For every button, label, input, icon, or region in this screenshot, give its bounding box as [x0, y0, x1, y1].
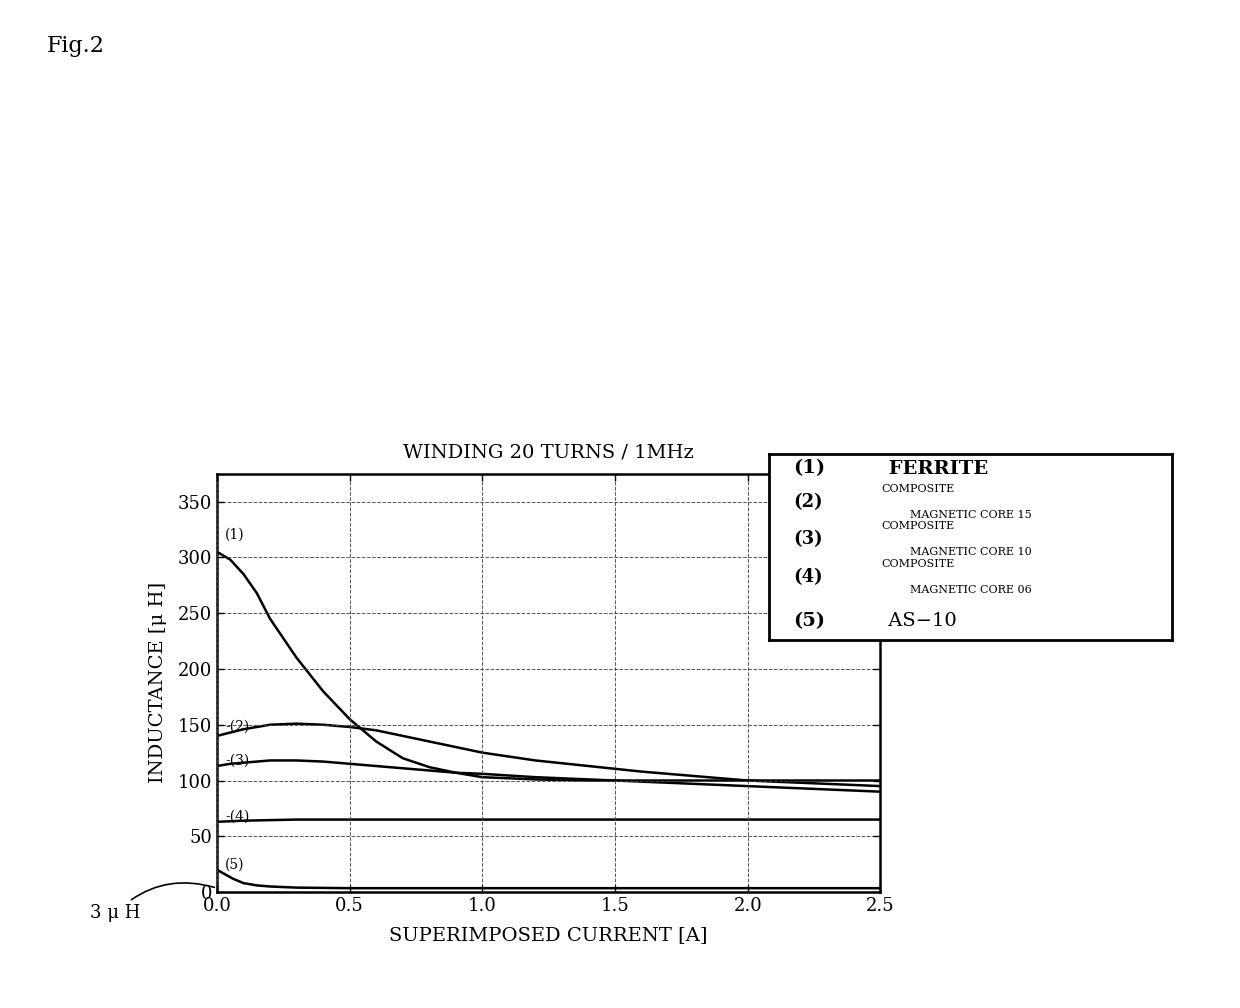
- Text: (4): (4): [794, 568, 822, 586]
- X-axis label: SUPERIMPOSED CURRENT [A]: SUPERIMPOSED CURRENT [A]: [389, 926, 708, 944]
- Text: 3 μ H: 3 μ H: [91, 883, 215, 922]
- Text: -(4): -(4): [224, 809, 249, 824]
- Text: (5): (5): [794, 613, 825, 630]
- Text: COMPOSITE: COMPOSITE: [882, 484, 955, 494]
- Text: FERRITE: FERRITE: [882, 460, 988, 478]
- Y-axis label: INDUCTANCE [μ H]: INDUCTANCE [μ H]: [149, 583, 166, 783]
- Text: (1): (1): [794, 460, 825, 478]
- Text: MAGNETIC CORE 15: MAGNETIC CORE 15: [910, 510, 1032, 520]
- Text: (3): (3): [794, 530, 822, 548]
- Text: AS−10: AS−10: [882, 613, 956, 630]
- Text: -(2): -(2): [224, 720, 249, 734]
- Text: (2): (2): [794, 493, 822, 511]
- Text: (1): (1): [224, 528, 244, 542]
- Text: Fig.2: Fig.2: [47, 35, 105, 57]
- Text: MAGNETIC CORE 10: MAGNETIC CORE 10: [910, 547, 1032, 557]
- Text: COMPOSITE: COMPOSITE: [882, 521, 955, 531]
- Text: MAGNETIC CORE 06: MAGNETIC CORE 06: [910, 585, 1032, 595]
- Title: WINDING 20 TURNS / 1MHz: WINDING 20 TURNS / 1MHz: [403, 444, 694, 461]
- Text: COMPOSITE: COMPOSITE: [882, 558, 955, 569]
- Text: -(3): -(3): [224, 753, 249, 767]
- Text: (5): (5): [224, 857, 244, 871]
